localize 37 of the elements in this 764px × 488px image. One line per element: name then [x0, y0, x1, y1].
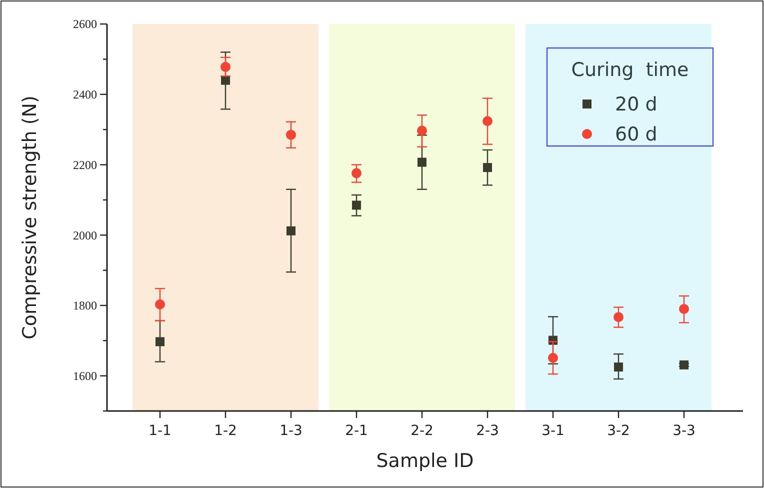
- point: [286, 130, 296, 140]
- x-tick-label: 1-1: [148, 423, 172, 439]
- x-tick-label: 2-2: [410, 423, 434, 439]
- point: [548, 352, 558, 363]
- x-tick-label: 3-3: [672, 423, 696, 439]
- legend-label: 20 d: [615, 94, 658, 116]
- y-tick-label: 2000: [73, 228, 97, 242]
- point: [352, 168, 362, 178]
- point: [155, 299, 165, 310]
- x-tick-label: 3-2: [607, 423, 630, 439]
- y-tick-label: 1600: [73, 369, 97, 384]
- y-tick-label: 2200: [73, 158, 97, 172]
- point: [679, 304, 689, 314]
- legend-label: 60 d: [615, 124, 658, 146]
- point: [156, 337, 164, 346]
- x-axis-title: Sample ID: [376, 450, 474, 472]
- point: [220, 62, 230, 72]
- x-tick-label: 1-2: [214, 423, 237, 439]
- point: [482, 116, 492, 126]
- y-tick-label: 1800: [73, 298, 97, 313]
- x-tick-label: 3-1: [542, 423, 564, 439]
- point: [680, 360, 688, 370]
- point: [418, 158, 426, 167]
- point: [614, 362, 623, 372]
- y-tick-label: 2400: [73, 88, 97, 102]
- point: [483, 163, 492, 172]
- x-tick-label: 1-3: [280, 423, 302, 439]
- x-tick-label: 2-1: [345, 423, 368, 439]
- point: [417, 126, 427, 136]
- y-axis-title: Compressive strength (N): [19, 96, 41, 340]
- y-tick-label: 2600: [73, 17, 97, 32]
- point: [614, 312, 624, 322]
- point: [221, 76, 230, 85]
- x-tick-label: 2-3: [476, 423, 499, 439]
- point: [352, 200, 361, 210]
- point: [286, 226, 296, 236]
- legend-title: Curing time: [571, 59, 689, 81]
